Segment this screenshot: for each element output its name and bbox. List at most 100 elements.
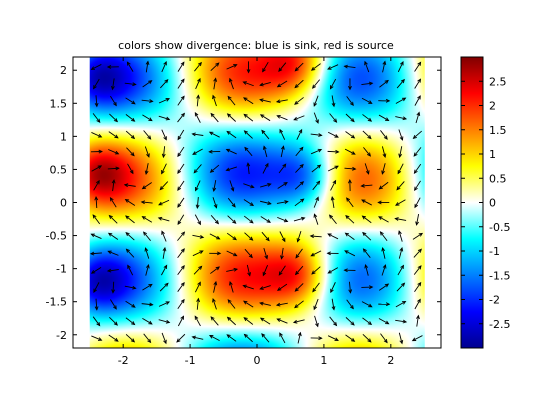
vector-arrow [161, 265, 168, 276]
vector-arrow [158, 199, 170, 206]
vector-arrow [296, 129, 303, 140]
vector-arrow [91, 266, 102, 274]
vector-arrow [259, 200, 271, 205]
vector-arrowhead [180, 248, 185, 253]
vector-arrow [143, 231, 151, 241]
vector-arrow [108, 250, 119, 256]
vector-arrow [177, 146, 185, 157]
vector-arrowhead [226, 113, 232, 118]
vector-arrowhead [316, 164, 322, 169]
vector-arrow [244, 232, 253, 241]
vector-arrowhead [378, 216, 383, 220]
vector-arrowhead [259, 317, 265, 322]
vector-arrowhead [97, 337, 103, 341]
vector-arrow [294, 79, 304, 88]
vector-arrowhead [417, 78, 422, 83]
colorbar-tick-label: -2.5 [489, 318, 510, 331]
vector-arrowhead [191, 335, 196, 340]
vector-arrow [226, 131, 237, 139]
chart-title: colors show divergence: blue is sink, re… [118, 39, 394, 52]
colorbar-tick-label: 2 [489, 100, 496, 113]
vector-arrow [395, 301, 406, 308]
vector-arrow [345, 215, 355, 224]
vector-arrow [378, 318, 389, 325]
vector-arrow [247, 163, 250, 175]
vector-arrowhead [148, 80, 153, 84]
vector-arrowhead [300, 198, 305, 203]
vector-arrowhead [417, 281, 422, 287]
vector-arrow [413, 248, 422, 258]
vector-arrow [161, 129, 167, 140]
vector-arrow [295, 265, 304, 275]
vector-arrowhead [294, 67, 299, 72]
vector-arrowhead [215, 266, 220, 271]
vector-arrow [177, 62, 185, 72]
vector-arrowhead [396, 186, 401, 191]
vector-arrow [125, 199, 136, 206]
vector-arrowhead [106, 65, 112, 69]
vector-arrow [194, 112, 201, 123]
vector-arrowhead [279, 332, 283, 337]
vector-arrow [159, 283, 169, 292]
vector-arrowhead [163, 60, 167, 66]
vector-arrow [293, 217, 305, 222]
vector-arrow [212, 298, 217, 310]
vector-arrowhead [279, 128, 284, 134]
vector-arrow [294, 300, 304, 308]
vector-arrowhead [330, 288, 334, 294]
vector-arrow [177, 248, 185, 258]
vector-arrow [192, 133, 204, 136]
vector-arrow [312, 79, 321, 89]
vector-arrowhead [129, 169, 134, 175]
vector-arrowhead [180, 61, 185, 66]
vector-arrowhead [313, 305, 318, 311]
vector-arrowhead [242, 81, 247, 85]
vector-arrow [162, 247, 166, 259]
vector-arrowhead [416, 314, 420, 320]
vector-arrowhead [313, 102, 318, 107]
vector-arrowhead [225, 148, 231, 153]
vector-arrow [126, 147, 135, 156]
vector-arrow [227, 299, 236, 309]
vector-arrowhead [215, 62, 220, 67]
vector-arrow [362, 130, 372, 139]
vector-arrow [141, 99, 153, 102]
vector-arrow [124, 184, 136, 187]
vector-arrowhead [351, 151, 356, 155]
vector-arrow [158, 301, 170, 307]
vector-arrowhead [315, 196, 319, 201]
vector-arrowhead [107, 250, 112, 255]
vector-arrowhead [148, 283, 153, 288]
vector-arrow [244, 334, 253, 343]
vector-arrow [395, 319, 407, 323]
y-tick-label: 2 [60, 64, 67, 77]
vector-arrow [330, 180, 336, 191]
vector-arrowhead [417, 61, 422, 66]
vector-arrowhead [210, 316, 215, 321]
vector-arrowhead [332, 179, 337, 185]
vector-arrowhead [334, 337, 339, 341]
vector-arrow [261, 130, 270, 140]
vector-arrowhead [196, 297, 201, 303]
vector-arrowhead [250, 184, 255, 189]
vector-arrowhead [114, 150, 120, 155]
vector-arrowhead [276, 83, 282, 88]
vector-arrowhead [180, 95, 185, 100]
vector-arrowhead [209, 168, 215, 173]
vector-arrow [399, 146, 403, 158]
vector-arrowhead [233, 64, 238, 68]
vector-arrow [277, 80, 288, 88]
vector-arrow [95, 298, 98, 310]
vector-arrowhead [232, 219, 237, 224]
vector-arrowhead [333, 321, 338, 327]
vector-arrowhead [368, 81, 374, 86]
vector-arrowhead [385, 302, 391, 307]
vector-arrow [311, 63, 321, 71]
vector-arrowhead [107, 232, 113, 237]
vector-arrowhead [364, 60, 368, 66]
x-tick-label: -2 [118, 354, 129, 367]
vector-arrow [92, 113, 101, 123]
vector-arrowhead [378, 185, 383, 190]
divergence-heatmap [89, 57, 425, 348]
vector-arrowhead [180, 78, 185, 83]
